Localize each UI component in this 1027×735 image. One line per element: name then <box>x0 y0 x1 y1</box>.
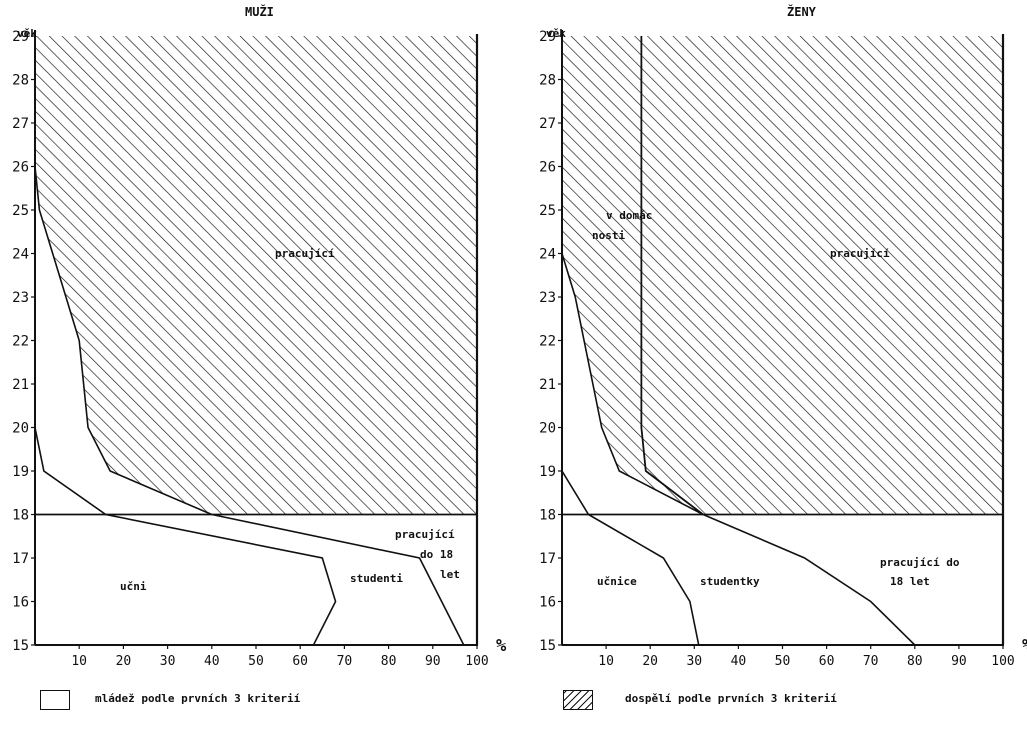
y-tick-label: 18 <box>539 508 556 524</box>
label-working: pracující <box>830 247 890 260</box>
y-tick-label: 16 <box>12 595 29 611</box>
y-tick-label: 22 <box>539 334 556 350</box>
label-axis-x: % <box>496 636 507 656</box>
x-tick-label: 20 <box>116 654 132 669</box>
y-tick-label: 24 <box>12 247 29 263</box>
label-learners: učni <box>120 580 147 593</box>
y-tick-label: 25 <box>12 203 29 219</box>
y-tick-label: 26 <box>12 160 29 176</box>
x-tick-label: 70 <box>337 654 353 669</box>
x-tick-label: 60 <box>819 654 835 669</box>
y-tick-label: 29 <box>539 29 556 45</box>
y-tick-label: 19 <box>539 464 556 480</box>
x-tick-label: 100 <box>991 654 1014 669</box>
x-tick-label: 90 <box>425 654 441 669</box>
label-working: pracující <box>275 247 335 260</box>
housework-boundary-line <box>640 36 704 516</box>
label-working-u18-b: 18 let <box>890 575 930 588</box>
panel-women: 15 16 17 18 19 20 21 22 23 24 25 26 27 28 29 10 20 30 40 50… <box>539 4 1027 669</box>
label-title: ŽENY <box>787 4 817 19</box>
adult-boundary-line <box>34 36 213 516</box>
y-tick-label: 27 <box>539 116 556 132</box>
y-tick-label: 28 <box>12 73 29 89</box>
y-tick-label: 18 <box>12 508 29 524</box>
y-tick-label: 17 <box>539 551 556 567</box>
y-tick-label: 19 <box>12 464 29 480</box>
x-tick-label: 10 <box>598 654 614 669</box>
label-working-u18-c: let <box>440 568 460 581</box>
x-tick-label: 60 <box>292 654 308 669</box>
y-tick-label: 25 <box>539 203 556 219</box>
adult-hatched-area <box>562 36 1003 515</box>
adult-hatched-area <box>35 36 477 515</box>
x-tick-label: 70 <box>863 654 879 669</box>
y-tick-label: 23 <box>12 290 29 306</box>
y-tick-label: 29 <box>12 29 29 45</box>
legend-adult-swatch <box>563 690 593 710</box>
label-axis-y: věk <box>546 27 566 40</box>
y-tick-label: 21 <box>12 377 29 393</box>
label-learners: učnice <box>597 575 637 588</box>
x-tick-label: 40 <box>731 654 747 669</box>
label-working-u18-b: do 18 <box>420 548 453 561</box>
x-tick-label: 40 <box>204 654 220 669</box>
series-line-1 <box>702 513 916 646</box>
label-housework-b: nosti <box>592 229 625 242</box>
legend-adult-label: dospělí podle prvních 3 kriterií <box>625 692 837 705</box>
x-tick-label: 80 <box>381 654 397 669</box>
label-axis-x: % <box>1022 636 1027 656</box>
y-tick-label: 15 <box>12 638 29 654</box>
x-tick-label: 10 <box>71 654 87 669</box>
y-tick-label: 28 <box>539 73 556 89</box>
label-title: MUŽI <box>245 4 274 19</box>
y-tick-label: 15 <box>539 638 556 654</box>
panel-men: 15 16 17 18 19 20 21 22 23 24 25 26 27 28 29 10 20 30 40 50… <box>12 4 507 669</box>
x-tick-label: 30 <box>160 654 176 669</box>
x-tick-label: 90 <box>951 654 967 669</box>
x-tick-label: 50 <box>248 654 264 669</box>
y-tick-label: 20 <box>12 421 29 437</box>
label-housework-a: v domác <box>606 209 652 222</box>
label-axis-y: věk <box>17 27 37 40</box>
x-tick-label: 50 <box>775 654 791 669</box>
label-working-u18-a: pracující do <box>880 556 960 569</box>
y-tick-label: 16 <box>539 595 556 611</box>
y-tick-label: 27 <box>12 116 29 132</box>
x-tick-label: 20 <box>642 654 658 669</box>
label-students: studentky <box>700 575 760 588</box>
series-line-1 <box>211 513 465 646</box>
label-students: studenti <box>350 572 403 585</box>
label-working-u18-a: pracující <box>395 528 455 541</box>
y-tick-label: 17 <box>12 551 29 567</box>
adult-boundary-line <box>561 36 704 516</box>
y-tick-label: 22 <box>12 334 29 350</box>
x-tick-label: 80 <box>907 654 923 669</box>
y-tick-label: 20 <box>539 421 556 437</box>
x-tick-label: 100 <box>465 654 488 669</box>
series-line-0 <box>34 427 337 646</box>
y-tick-label: 26 <box>539 160 556 176</box>
x-tick-label: 30 <box>686 654 702 669</box>
y-tick-label: 21 <box>539 377 556 393</box>
y-tick-label: 24 <box>539 247 556 263</box>
legend-youth-swatch <box>40 690 70 710</box>
series-line-0 <box>561 470 700 646</box>
legend-youth-label: mládež podle prvních 3 kriterií <box>95 692 301 705</box>
y-tick-label: 23 <box>539 290 556 306</box>
